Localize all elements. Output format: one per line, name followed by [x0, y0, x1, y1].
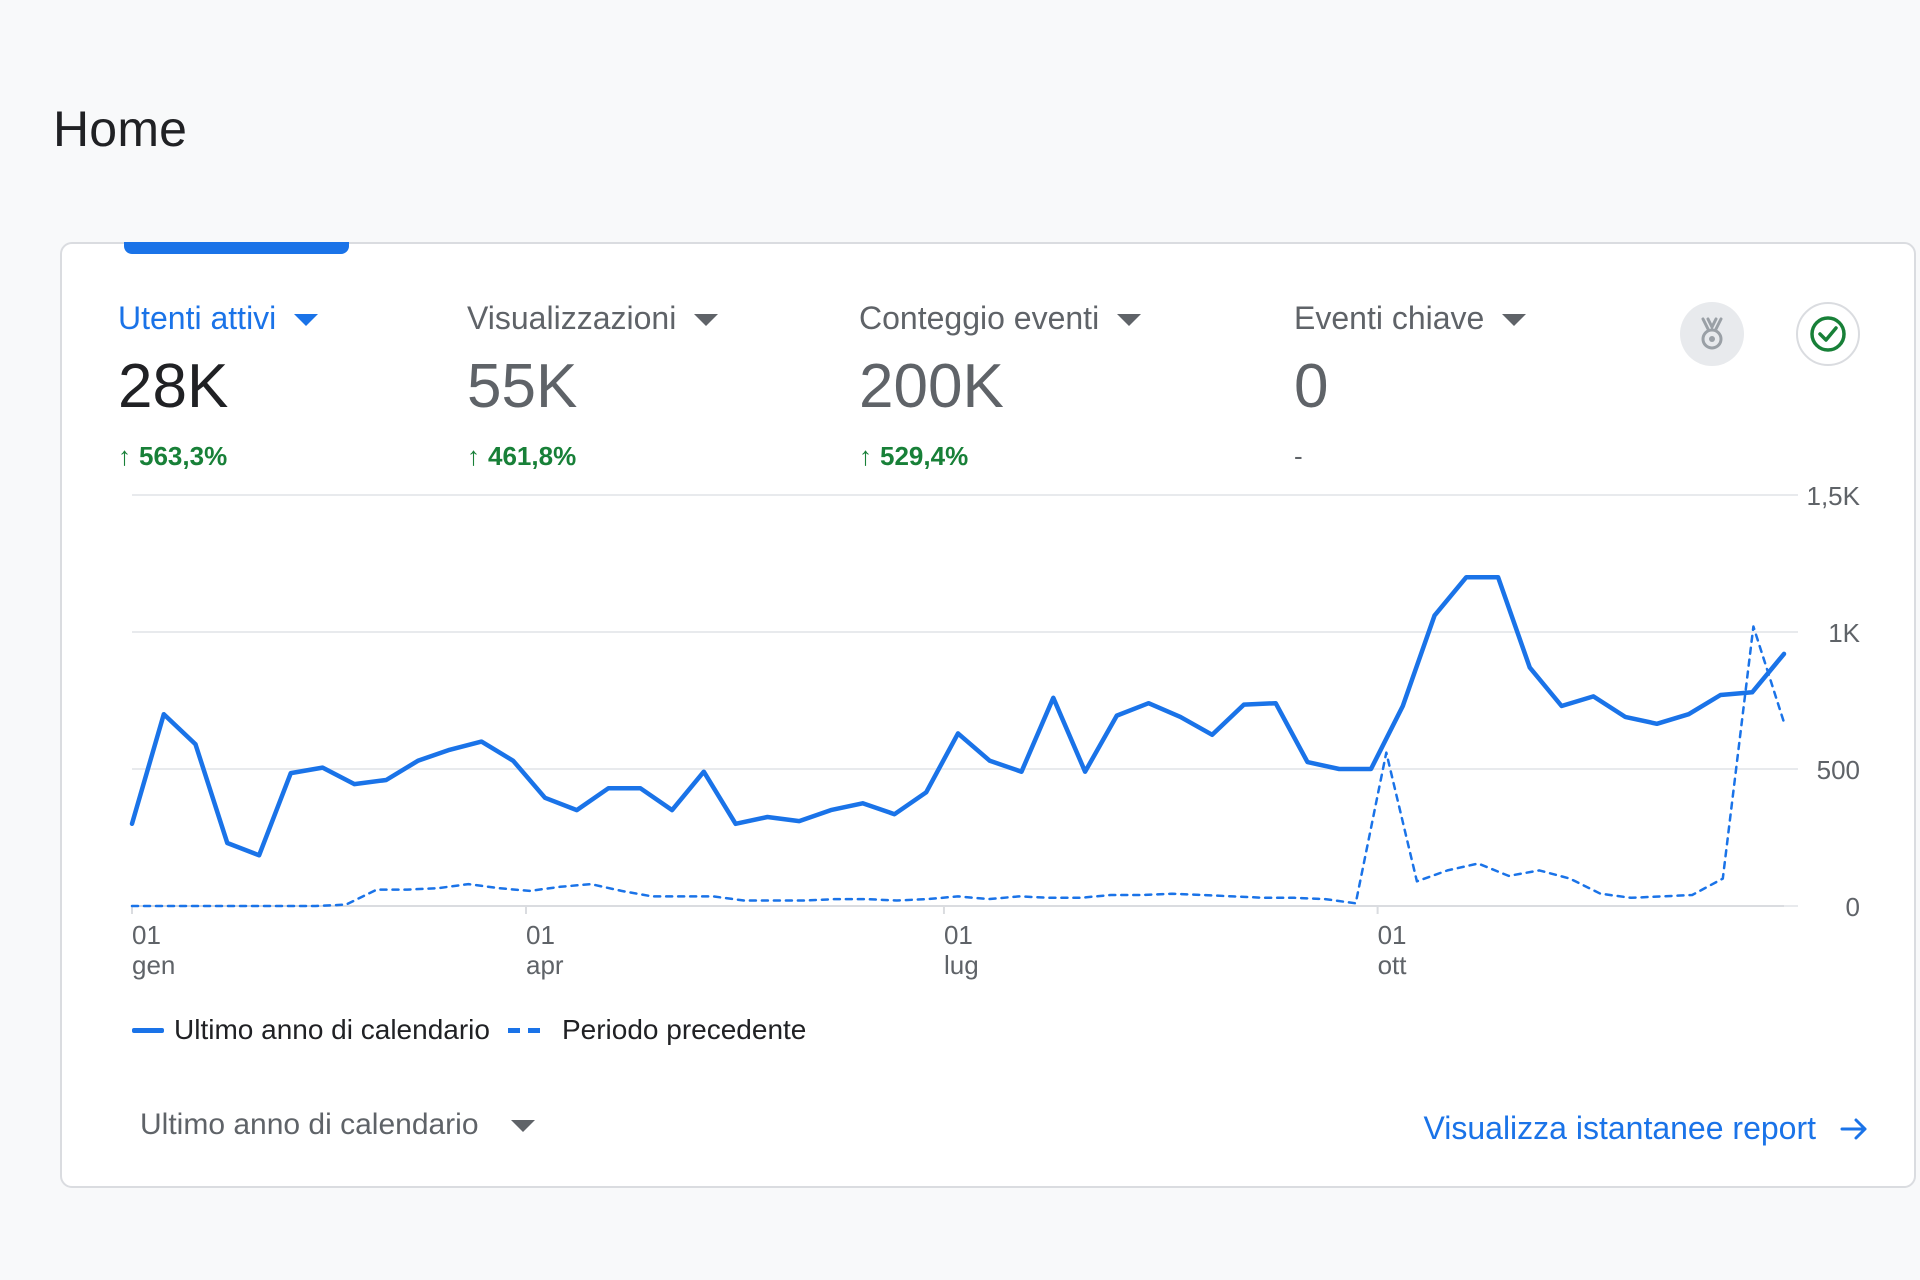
- legend-item-previous: Periodo precedente: [507, 1014, 807, 1046]
- series-line-previous-period: [130, 625, 1786, 908]
- metric-tab-event-count[interactable]: Conteggio eventi 200K ↑ 529,4%: [859, 300, 1142, 471]
- metric-change: -: [1294, 441, 1526, 471]
- y-tick-label: 0: [1846, 892, 1860, 922]
- arrow-up-icon: ↑: [467, 440, 480, 471]
- y-tick-label: 1,5K: [1807, 481, 1861, 511]
- metric-value: 28K: [118, 352, 229, 421]
- overview-card: Utenti attivi 28K ↑ 563,3% Visualizzazio…: [60, 242, 1916, 1188]
- x-tick-month: gen: [132, 950, 175, 980]
- legend-label: Periodo precedente: [561, 1014, 807, 1045]
- chevron-down-icon: [1502, 313, 1527, 326]
- legend-dashed-line-icon: [507, 1027, 548, 1033]
- medal-icon[interactable]: [1680, 302, 1744, 366]
- date-range-dropdown[interactable]: Ultimo anno di calendario: [140, 1108, 535, 1142]
- metric-change: ↑ 563,3%: [118, 441, 318, 471]
- y-tick-label: 1K: [1828, 618, 1860, 648]
- check-circle-icon[interactable]: [1796, 302, 1860, 366]
- page-title: Home: [53, 101, 188, 157]
- metric-change: ↑ 461,8%: [467, 441, 718, 471]
- metric-value: 55K: [467, 352, 578, 421]
- metric-change-value: 563,3%: [139, 440, 228, 471]
- view-report-snapshot-label: Visualizza istantanee report: [1423, 1110, 1816, 1146]
- arrow-up-icon: ↑: [859, 440, 872, 471]
- metric-change-value: 529,4%: [880, 440, 969, 471]
- metric-change: ↑ 529,4%: [859, 441, 1141, 471]
- view-report-snapshot-link[interactable]: Visualizza istantanee report: [1423, 1110, 1870, 1147]
- chevron-down-icon: [294, 313, 319, 326]
- chevron-down-icon: [694, 313, 719, 326]
- metric-change-value: 461,8%: [488, 440, 577, 471]
- metric-label: Eventi chiave: [1294, 300, 1485, 336]
- metric-change-value: -: [1294, 440, 1303, 471]
- series-line-current-period: [129, 574, 1787, 858]
- chevron-down-icon: [510, 1120, 535, 1132]
- active-tab-indicator: [124, 242, 349, 254]
- metric-label: Visualizzazioni: [467, 300, 677, 336]
- x-tick-day: 01: [944, 920, 973, 950]
- metric-tab-views[interactable]: Visualizzazioni 55K ↑ 461,8%: [467, 300, 719, 471]
- metric-value: 0: [1294, 352, 1329, 421]
- metric-tab-key-events[interactable]: Eventi chiave 0 -: [1294, 300, 1527, 471]
- metric-tab-active-users[interactable]: Utenti attivi 28K ↑ 563,3%: [118, 300, 319, 471]
- x-tick-day: 01: [1378, 920, 1407, 950]
- x-tick-month: ott: [1378, 950, 1408, 980]
- date-range-label: Ultimo anno di calendario: [140, 1108, 479, 1141]
- x-tick-day: 01: [132, 920, 161, 950]
- chevron-down-icon: [1117, 313, 1142, 326]
- x-tick-month: lug: [944, 950, 979, 980]
- x-tick-month: apr: [526, 950, 564, 980]
- metric-value: 200K: [859, 352, 1004, 421]
- legend-item-current: Ultimo anno di calendario: [132, 1014, 490, 1046]
- legend-label: Ultimo anno di calendario: [174, 1014, 490, 1045]
- arrow-up-icon: ↑: [118, 440, 131, 471]
- metric-label: Utenti attivi: [118, 300, 277, 336]
- chart-legend: Ultimo anno di calendario Periodo preced…: [132, 1014, 824, 1046]
- x-tick-day: 01: [526, 920, 555, 950]
- y-tick-label: 500: [1817, 755, 1860, 785]
- metric-label: Conteggio eventi: [859, 300, 1100, 336]
- arrow-right-icon: [1840, 1118, 1867, 1139]
- legend-solid-line-icon: [132, 1027, 164, 1033]
